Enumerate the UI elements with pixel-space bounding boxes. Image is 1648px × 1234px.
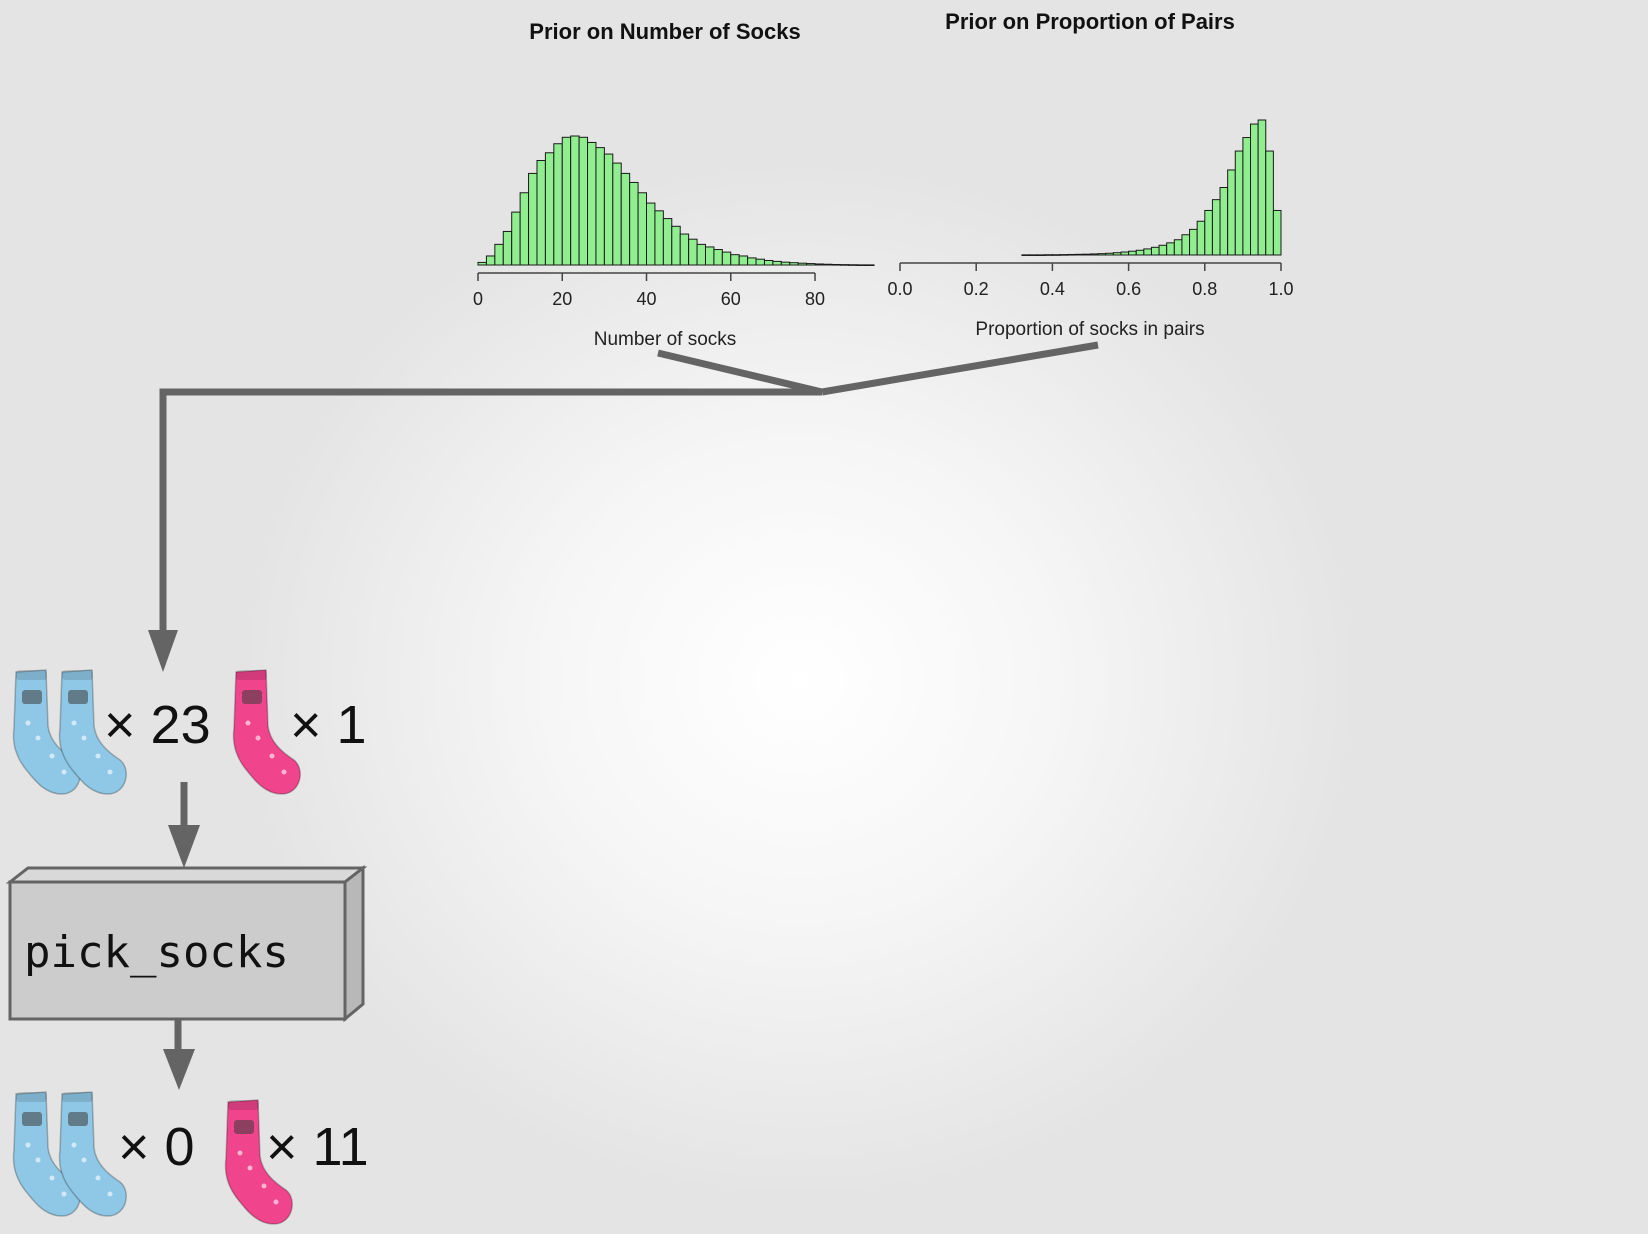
sock-dot [71,720,77,726]
sock-dot [273,1199,279,1205]
input-paired-socks-icon [12,669,127,795]
x-tick-label: 0.4 [1040,279,1065,299]
sock-dot [281,769,287,775]
x-tick-label: 80 [805,289,825,309]
blue-sock-icon [58,669,127,795]
sock-print [242,690,262,704]
box-top-face [5,866,368,884]
arrowhead-to-input-socks [148,630,178,672]
x-tick-label: 0.6 [1116,279,1141,299]
x-axis-label: Number of socks [594,329,737,350]
x-axis-label: Proportion of socks in pairs [975,319,1204,340]
histogram-bar [1265,150,1274,256]
sock-dot [35,1157,41,1163]
x-tick-label: 0.0 [887,279,912,299]
sock-print [68,1112,88,1126]
sock-dot [81,1157,87,1163]
x-tick-label: 1.0 [1268,279,1293,299]
number-of-socks-histogram: 0 20 40 60 80 Number of socks [473,135,875,350]
pink-sock-icon [224,1099,293,1225]
output-odd-sock-icon [224,1099,293,1225]
sock-cuff [62,670,93,680]
sock-dot [61,1191,67,1197]
sock-cuff [16,1092,47,1102]
x-tick-label: 0 [473,289,483,309]
sock-dot [61,769,67,775]
input-odd-sock-icon [232,669,301,795]
blue-sock-icon [12,669,81,795]
merge-lines [159,341,1099,642]
sock-dot [255,735,261,741]
x-tick-label: 60 [721,289,741,309]
output-paired-socks-icon [12,1091,127,1217]
pick-socks-box [5,864,368,1023]
sock-dot [261,1183,267,1189]
pink-sock-icon [232,669,301,795]
sock-dot [25,720,31,726]
sock-dot [245,720,251,726]
sock-dot [107,769,113,775]
box-side-face [343,864,365,1023]
sock-print [22,690,42,704]
merge-to-socks-connector [159,388,822,642]
sock-dot [25,1142,31,1148]
proportion-prior-connector [821,341,1099,396]
sock-dot [81,735,87,741]
histogram-bar [1272,209,1282,256]
sock-cuff [236,670,267,680]
input-odd-count: × 1 [290,695,367,755]
blue-sock-icon [58,1091,127,1217]
sock-dot [49,1175,55,1181]
arrowhead-to-output-socks [163,1049,195,1090]
input-paired-count: × 23 [104,695,211,755]
proportion-of-pairs-histogram: 0.0 0.2 0.4 0.6 0.8 1.0 Proportion of socks in… [887,119,1294,340]
chart-title-proportion-of-pairs: Prior on Proportion of Pairs [945,9,1235,34]
x-tick-label: 0.2 [964,279,989,299]
chart-title-number-of-socks: Prior on Number of Socks [529,19,801,44]
output-paired-count: × 0 [118,1117,195,1177]
number-prior-connector [657,349,823,396]
pick-socks-label: pick_socks [24,927,289,978]
sock-dot [107,1191,113,1197]
output-odd-count: × 11 [266,1117,369,1177]
sock-cuff [16,670,47,680]
sock-dot [237,1150,243,1156]
x-tick-label: 20 [552,289,572,309]
sock-print [22,1112,42,1126]
histogram-bar [865,264,875,266]
sock-dot [95,753,101,759]
box-front-face [8,880,347,1021]
arrowhead-to-box [168,825,200,868]
sock-dot [49,753,55,759]
sock-dot [95,1175,101,1181]
sock-dot [269,753,275,759]
sock-dot [35,735,41,741]
sock-dot [247,1165,253,1171]
sock-cuff [228,1100,259,1110]
sock-print [234,1120,254,1134]
sock-print [68,690,88,704]
sock-cuff [62,1092,93,1102]
x-tick-label: 0.8 [1192,279,1217,299]
sock-dot [71,1142,77,1148]
x-tick-label: 40 [636,289,656,309]
blue-sock-icon [12,1091,81,1217]
